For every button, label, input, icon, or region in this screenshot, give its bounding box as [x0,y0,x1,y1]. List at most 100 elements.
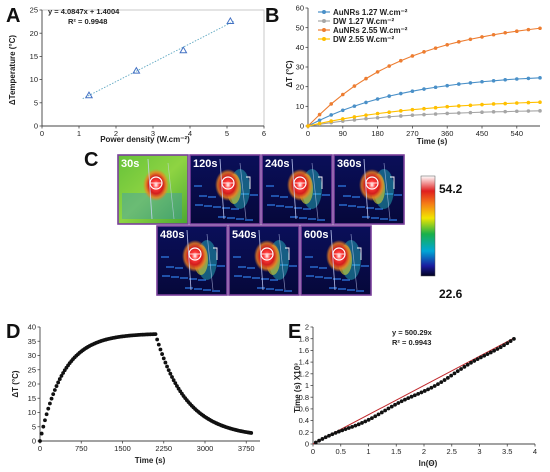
chart-e-point [399,399,404,404]
chart-b-point [422,87,426,91]
chart-e-point [343,427,348,432]
chart-d-point [158,347,163,352]
chart-a-r2: R² = 0.9948 [68,17,107,26]
thermal-rod [291,158,297,220]
chart-b-point [491,32,496,37]
thermal-frame-time-label: 120s [193,158,217,170]
chart-b-point [410,89,415,93]
thermal-texture [348,205,356,207]
y-tick-label: 0 [300,122,304,131]
chart-d-point [156,342,161,347]
thermal-rod [206,233,214,291]
chart-e-ticks: 0 0.5 1 1.5 2 2.5 3 3.5 4 0 0.2 0.4 0.6 0.8 1 1.2 1.4 1.6… [299,323,538,456]
thermal-texture [361,265,369,267]
chart-e-point [333,430,338,435]
chart-e-point [363,419,368,424]
chart-b-point [445,111,450,116]
chart-b-series [306,26,542,128]
chart-e-point [383,408,388,413]
chart-b-point [399,114,403,118]
thermal-texture [250,194,258,196]
thermal-texture [189,278,197,280]
chart-e: 0 0.5 1 1.5 2 2.5 3 3.5 4 0 0.2 0.4 0.6 0.8 1 1.2 1.4 1.6… [293,323,537,468]
chart-e-point [472,359,477,363]
chart-e-point [356,422,361,427]
chart-b-point [399,58,403,63]
thermal-texture [299,217,307,219]
x-tick-label: 450 [476,129,489,138]
y-tick-label: 50 [296,23,304,32]
x-tick-label: 0 [38,444,42,453]
thermal-texture [303,208,311,210]
chart-b-point [526,27,531,32]
x-tick-label: 0 [40,129,44,138]
chart-b-point [364,116,368,121]
chart-e-point [416,391,421,396]
thermal-texture [290,216,298,218]
chart-b-point [422,106,426,111]
thermal-hotspot [254,240,280,272]
thermal-hotspot [143,169,169,201]
thermal-texture [227,217,235,219]
thermal-frame-time-label: 240s [265,158,289,170]
chart-b-point [468,37,473,42]
chart-e-point [432,384,437,388]
chart-e-point [436,382,440,387]
chart-e-point [459,367,463,371]
x-tick-label: 1 [366,447,370,456]
chart-b-point [503,101,508,106]
x-tick-label: 0 [306,129,310,138]
thermal-texture [289,265,297,267]
thermal-texture [161,256,169,258]
thermal-texture [271,195,279,197]
chart-d-point [52,388,57,392]
chart-e-point [340,428,345,433]
chart-b-point [317,121,322,126]
y-tick-label: 60 [296,4,304,13]
x-tick-label: 4 [533,447,537,456]
chart-b-point [306,124,310,128]
chart-b-point [329,119,334,123]
chart-e-point [330,432,335,437]
chart-e-point [379,410,384,415]
chart-b-point [433,105,438,110]
x-tick-label: 0.5 [336,447,346,456]
thermal-rod [167,162,175,220]
chart-e-point [508,339,513,343]
chart-e-point [498,345,503,350]
chart-e-point [317,438,321,443]
legend-swatch-marker [322,37,326,41]
colorbar [420,175,436,277]
chart-d-point [48,401,52,406]
y-tick-label: 20 [296,82,304,91]
thermal-texture [162,275,170,277]
thermal-rod [278,233,286,291]
chart-d-point [171,378,176,383]
legend-swatch-marker [322,28,326,32]
thermal-texture [285,206,293,208]
y-tick-label: 0 [305,440,309,449]
chart-e-point [512,336,516,341]
chart-b-point [329,113,334,117]
thermal-texture [342,279,350,281]
chart-d-point [165,364,169,369]
chart-b-point [352,104,357,108]
chart-e-point [492,348,496,353]
chart-e-point [445,375,450,380]
chart-b-point [503,109,508,114]
chart-d-point [54,384,59,388]
chart-e-point [465,362,470,367]
thermal-texture [261,278,269,280]
x-tick-label: 540 [511,129,524,138]
chart-d-point [153,332,158,337]
chart-b-point [341,117,345,121]
chart-e-point [485,352,490,357]
x-tick-label: 2.5 [447,447,457,456]
chart-d-ticks: 0 750 1500 2250 3000 3750 0 5 10 15 20 25 30 35 40 [28,323,260,453]
chart-e-point [313,440,318,445]
thermal-rod [186,229,192,291]
chart-a-point [179,46,188,54]
thermal-texture [276,205,284,207]
chart-b-point [352,118,357,122]
